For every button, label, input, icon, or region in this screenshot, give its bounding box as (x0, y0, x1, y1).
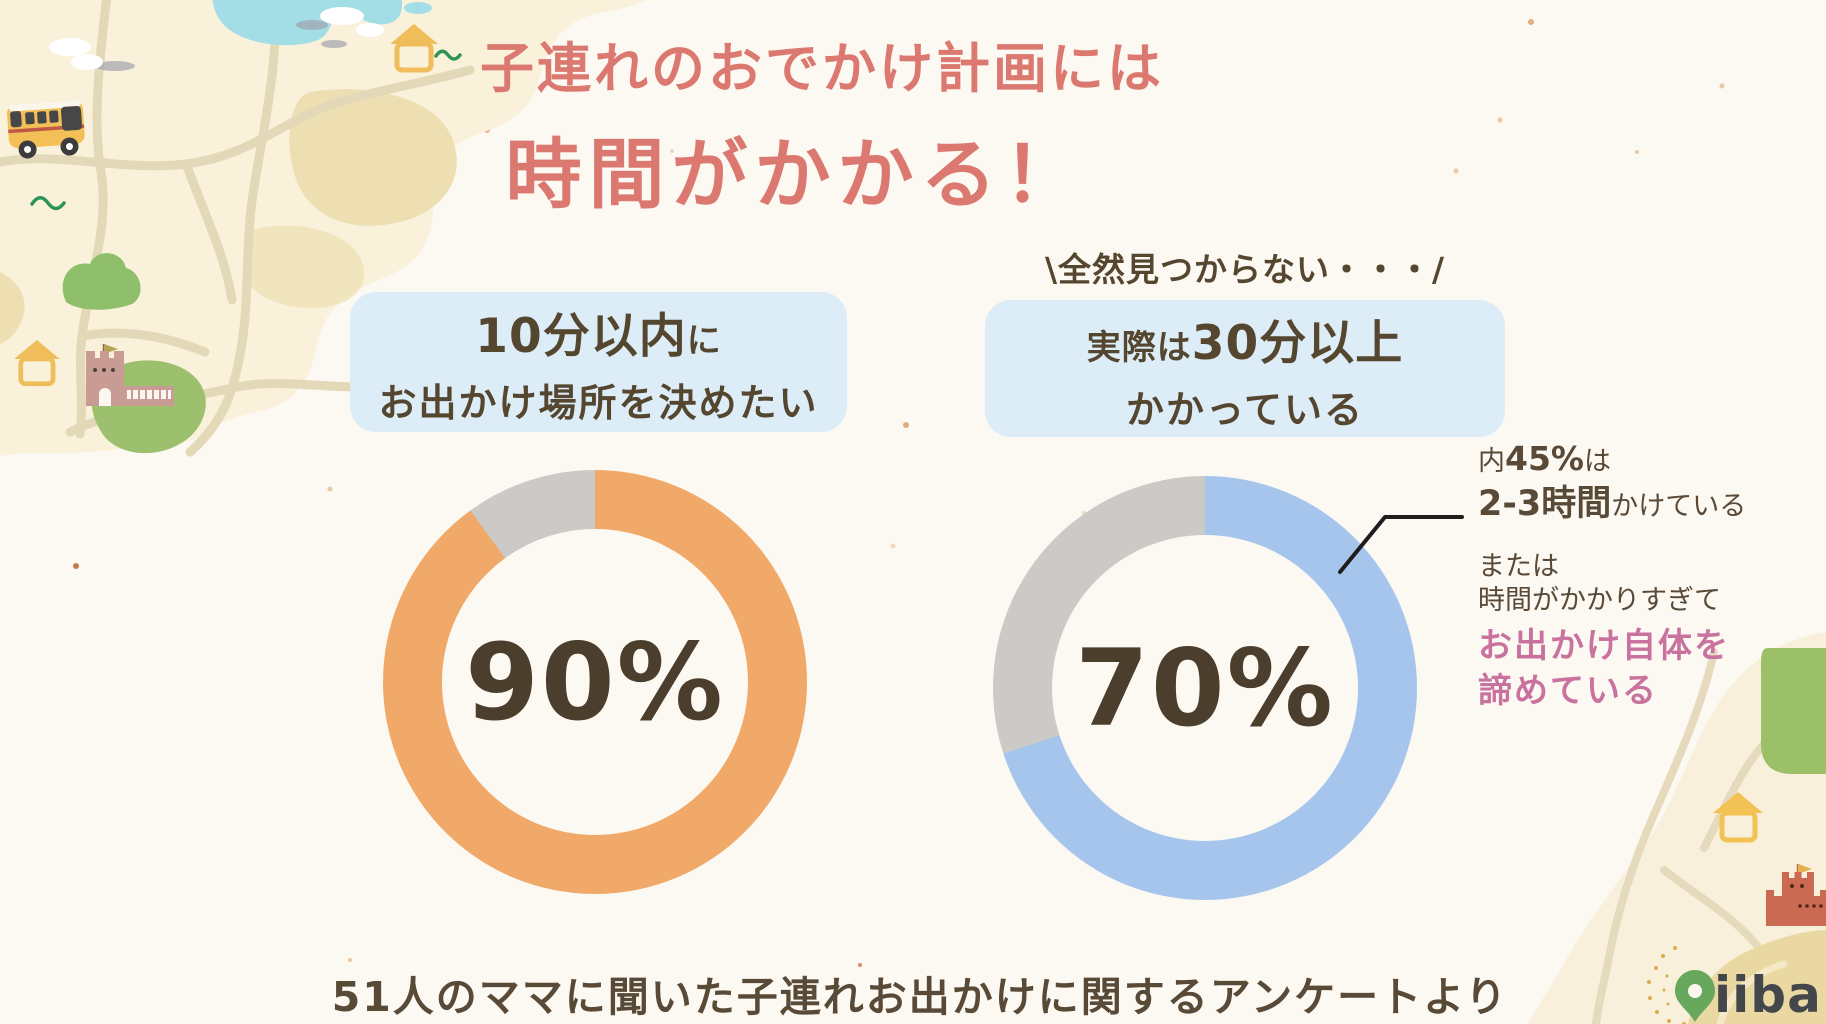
annotation-line-3: または (1478, 551, 1559, 582)
annotation-group-2: または 時間がかかりすぎて (1478, 550, 1826, 618)
survey-note: 51人のママに聞いた子連れお出かけに関するアンケートより (331, 973, 1509, 1021)
house-icon (390, 24, 438, 73)
map-base (1528, 632, 1826, 1024)
iiba-logo: iiba (1714, 966, 1822, 1024)
right-box-line1: 実際は30分以上 (1087, 304, 1403, 373)
donut-chart-30min: 70% (993, 476, 1417, 900)
annotation-line-2: 2-3時間かけている (1478, 484, 1747, 524)
house-icon (1713, 792, 1763, 843)
park-green (1760, 648, 1826, 774)
annotation-group-1: 内45%は 2-3時間かけている (1478, 438, 1826, 528)
right-box-line1-strong: 30分以上 (1191, 315, 1404, 371)
bush (62, 253, 141, 310)
logo-dots (1647, 946, 1686, 1024)
annotation-line-4: 時間がかかりすぎて (1478, 585, 1721, 616)
donut-chart-10min: 90% (383, 470, 807, 894)
annotation-group-highlight: お出かけ自体を 諦めている (1478, 624, 1826, 714)
title-line-1: 子連れのおでかけ計画には (480, 37, 1164, 100)
donut-right-percent: 70% (1075, 626, 1335, 750)
callout-text: \全然見つからない・・・/ (1044, 250, 1446, 289)
left-box-line2: お出かけ場所を決めたい (378, 381, 819, 425)
donut-left-percent: 90% (465, 620, 725, 744)
annotation-block: 内45%は 2-3時間かけている または 時間がかかりすぎて お出かけ自体を 諦… (1478, 438, 1826, 714)
title-line-2: 時間がかかる！ (505, 130, 1087, 219)
annotation-line-1: 内45%は (1478, 439, 1611, 478)
left-box-line1-strong: 10分以内 (475, 309, 687, 364)
left-box-line1-normal: に (686, 321, 722, 361)
leader-line (1338, 515, 1464, 574)
castle-icon (86, 344, 174, 406)
map-hill (289, 89, 457, 226)
grass-squiggle (30, 49, 462, 211)
map-pin-icon (1675, 970, 1715, 1022)
left-statement-box: 10分以内に お出かけ場所を決めたい (350, 292, 847, 432)
castle-icon (1766, 864, 1826, 926)
right-statement-box: 実際は30分以上 かかっている (985, 300, 1505, 437)
right-box-line1-normal: 実際は (1086, 327, 1192, 368)
right-box-line2: かかっている (1125, 387, 1365, 432)
annotation-line-5: お出かけ自体を (1478, 626, 1730, 666)
map-decoration-bottom-right (1528, 632, 1826, 1024)
page-title: 子連れのおでかけ計画には 時間がかかる！ (0, 24, 1644, 223)
map-decoration-top-left (0, 0, 648, 457)
annotation-line-6: 諦めている (1478, 671, 1658, 711)
left-box-line1: 10分以内に (475, 297, 721, 366)
bus-icon (7, 99, 85, 159)
clouds (49, 7, 384, 71)
house-icon (14, 340, 60, 387)
